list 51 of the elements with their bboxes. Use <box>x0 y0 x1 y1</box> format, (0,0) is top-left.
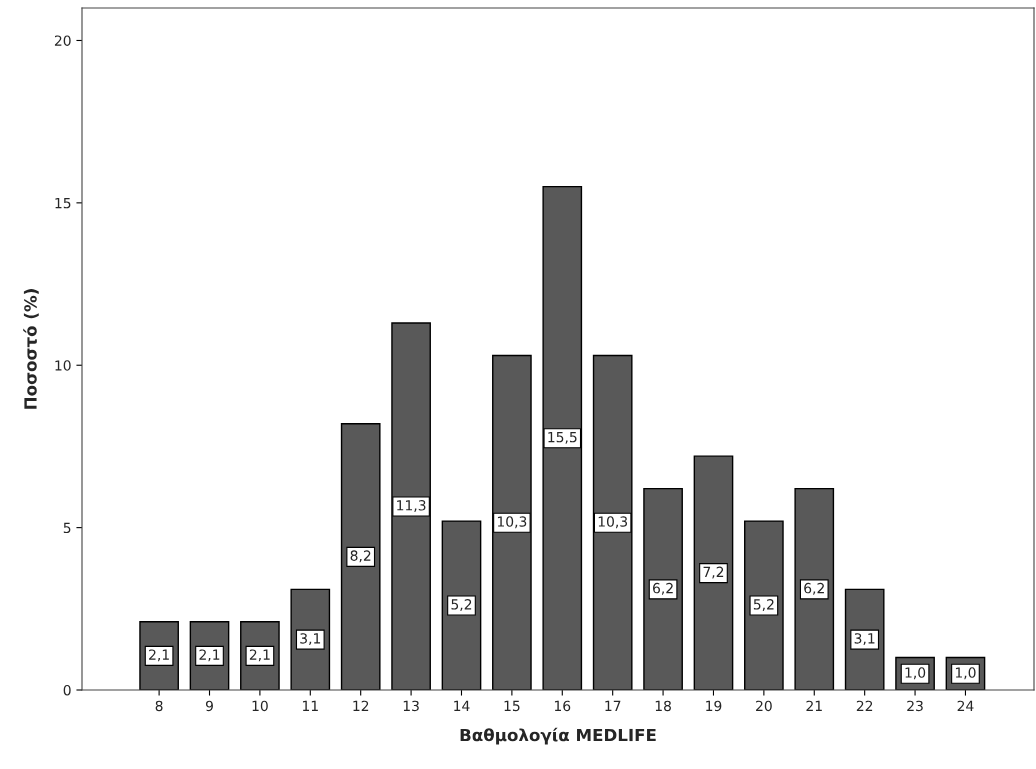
data-label: 8,2 <box>350 550 371 563</box>
y-tick-label: 20 <box>54 35 71 46</box>
data-label: 5,2 <box>451 599 472 612</box>
data-label: 6,2 <box>653 582 673 595</box>
x-tick-label: 22 <box>856 700 873 711</box>
x-tick-label: 14 <box>454 700 470 711</box>
bar <box>643 487 683 690</box>
x-tick-label: 12 <box>353 700 369 711</box>
x-tick-label: 21 <box>806 700 822 711</box>
data-label: 2,1 <box>199 649 220 662</box>
x-tick-label: 20 <box>756 700 772 712</box>
bar <box>744 520 784 690</box>
x-tick-label: 24 <box>957 700 974 711</box>
bar <box>441 520 482 690</box>
data-label: 3,1 <box>854 633 875 646</box>
data-label: 10,3 <box>497 516 527 529</box>
y-axis-title: Ποσοστό (%) <box>23 289 39 409</box>
bar <box>492 354 532 690</box>
y-tick-label: 5 <box>63 522 71 534</box>
bar <box>794 487 835 690</box>
bar <box>391 322 431 690</box>
data-label: 6,2 <box>804 582 824 595</box>
data-label: 15,5 <box>548 432 577 444</box>
bar <box>542 185 583 690</box>
bar <box>693 455 734 690</box>
x-tick-label: 9 <box>205 700 213 712</box>
data-label: 5,2 <box>753 599 774 612</box>
data-label: 11,3 <box>397 500 426 512</box>
bar <box>592 354 633 690</box>
x-tick-label: 23 <box>907 700 923 712</box>
data-label: 3,1 <box>300 633 321 646</box>
x-axis-title: Βαθμολογία MEDLIFE <box>460 727 656 745</box>
y-tick-label: 10 <box>55 360 71 371</box>
x-tick-label: 13 <box>403 700 419 712</box>
data-label: 2,1 <box>249 649 270 662</box>
x-tick-label: 8 <box>155 700 163 712</box>
x-tick-label: 18 <box>655 700 671 712</box>
y-tick-label: 0 <box>63 684 71 696</box>
data-label: 1,0 <box>905 667 926 680</box>
bar <box>340 423 381 690</box>
data-label: 2,1 <box>149 649 169 662</box>
x-tick-label: 15 <box>504 700 520 712</box>
data-label: 7,2 <box>703 566 724 579</box>
x-tick-label: 16 <box>554 700 571 712</box>
x-tick-label: 10 <box>252 700 268 712</box>
x-tick-label: 11 <box>302 700 318 711</box>
data-label: 1,0 <box>955 667 976 680</box>
x-tick-label: 17 <box>605 700 621 711</box>
y-tick-label: 15 <box>55 198 71 209</box>
x-tick-label: 19 <box>706 700 722 712</box>
data-label: 10,3 <box>598 516 628 529</box>
